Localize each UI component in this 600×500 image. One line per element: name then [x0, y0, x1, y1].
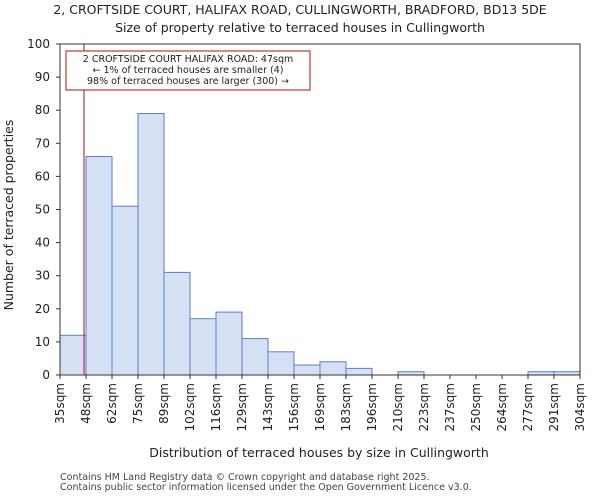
annotation-box — [65, 50, 311, 91]
y-tick-label: 0 — [42, 368, 50, 382]
footer-line-1: Contains HM Land Registry data © Crown c… — [60, 472, 430, 483]
bar — [215, 311, 243, 376]
x-tick-label: 237sqm — [443, 383, 457, 431]
x-tick-label: 48sqm — [79, 383, 93, 424]
bars-group — [59, 113, 581, 376]
footer-line-2: Contains public sector information licen… — [60, 482, 472, 493]
x-tick-label: 102sqm — [183, 383, 197, 431]
x-tick-label: 169sqm — [313, 383, 327, 431]
y-tick-label: 40 — [35, 236, 50, 250]
chart-title: 2, CROFTSIDE COURT, HALIFAX ROAD, CULLIN… — [53, 2, 546, 17]
y-tick-label: 10 — [35, 335, 50, 349]
bar — [189, 318, 217, 376]
x-tick-label: 277sqm — [521, 383, 535, 431]
x-axis-label: Distribution of terraced houses by size … — [149, 445, 489, 460]
bar — [85, 156, 113, 376]
y-tick-label: 60 — [35, 169, 50, 183]
x-tick-label: 75sqm — [131, 383, 145, 424]
y-tick-label: 100 — [27, 37, 50, 51]
y-tick-label: 50 — [35, 203, 50, 217]
x-tick-label: 143sqm — [261, 383, 275, 431]
y-ticks: 0 10 20 30 40 50 60 70 80 90 100 — [27, 37, 60, 382]
annotation-line-1: 2 CROFTSIDE COURT HALIFAX ROAD: 47sqm — [83, 54, 293, 65]
x-tick-label: 116sqm — [209, 383, 223, 431]
y-tick-label: 70 — [35, 136, 50, 150]
annotation-line-3: 98% of terraced houses are larger (300) … — [87, 76, 289, 87]
x-tick-label: 89sqm — [157, 383, 171, 424]
bar — [59, 334, 87, 376]
y-tick-label: 30 — [35, 269, 50, 283]
x-tick-label: 196sqm — [365, 383, 379, 431]
y-axis-label: Number of terraced properties — [1, 120, 16, 311]
y-tick-label: 20 — [35, 302, 50, 316]
annotation-line-2: ← 1% of terraced houses are smaller (4) — [93, 65, 284, 76]
x-tick-label: 183sqm — [339, 383, 353, 431]
bar — [293, 364, 321, 376]
x-tick-label: 223sqm — [417, 383, 431, 431]
x-tick-label: 129sqm — [235, 383, 249, 431]
y-tick-label: 90 — [35, 70, 50, 84]
x-tick-label: 62sqm — [105, 383, 119, 424]
plot-frame — [59, 43, 581, 376]
bar — [319, 361, 347, 376]
bar — [163, 271, 191, 376]
x-tick-label: 250sqm — [469, 383, 483, 431]
x-tick-label: 156sqm — [287, 383, 301, 431]
x-ticks: 35sqm 48sqm 62sqm 75sqm 89sqm 102sqm 116sqm 129… — [53, 375, 587, 431]
bar — [267, 351, 295, 376]
x-tick-label: 210sqm — [391, 383, 405, 431]
x-tick-label: 264sqm — [495, 383, 509, 431]
y-tick-label: 80 — [35, 103, 50, 117]
chart-subtitle: Size of property relative to terraced ho… — [115, 20, 485, 35]
x-tick-label: 304sqm — [573, 383, 587, 431]
bar — [345, 367, 373, 376]
bar — [111, 205, 139, 376]
bar — [241, 338, 269, 376]
x-tick-label: 291sqm — [547, 383, 561, 431]
x-tick-label: 35sqm — [53, 383, 67, 424]
bar — [137, 113, 165, 376]
